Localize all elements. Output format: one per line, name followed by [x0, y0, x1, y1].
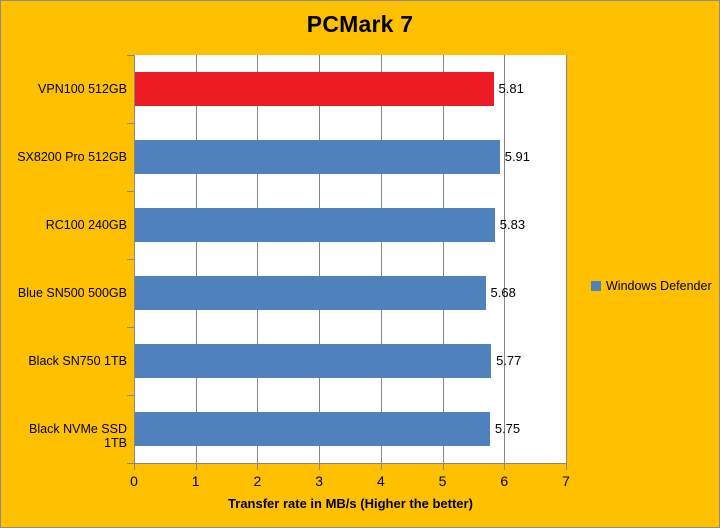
y-axis-tick: [127, 463, 134, 464]
bar: [135, 140, 500, 174]
y-axis-category-label: Blue SN500 500GB: [17, 286, 127, 300]
bar-value-label: 5.68: [490, 285, 516, 300]
gridline: [319, 55, 321, 463]
bar-value-label: 5.91: [504, 149, 531, 164]
x-axis-tick: [319, 464, 321, 470]
x-axis-tick: [195, 464, 197, 470]
x-axis-tick-label: 5: [438, 473, 447, 489]
x-axis-tick-label: 7: [562, 473, 570, 489]
y-axis-tick: [127, 395, 134, 396]
x-axis-tick: [442, 464, 444, 470]
bar-value-label: 5.81: [498, 81, 524, 96]
x-axis-tick: [257, 464, 259, 470]
y-axis-tick: [127, 55, 134, 56]
bar-value-label: 5.83: [499, 217, 526, 232]
x-axis-title: Transfer rate in MB/s (Higher the better…: [228, 496, 473, 511]
gridline: [442, 55, 444, 463]
gridline: [195, 55, 197, 463]
x-axis-tick-label: 3: [315, 473, 324, 489]
y-axis-category-label: Black NVMe SSD 1TB: [29, 422, 127, 450]
gridline: [504, 55, 506, 463]
y-axis-line: [134, 55, 135, 464]
y-axis-category-label: RC100 240GB: [45, 218, 127, 232]
y-axis-category-label: VPN100 512GB: [38, 82, 127, 96]
x-axis-tick-label: 1: [191, 473, 200, 489]
y-axis-category-label: SX8200 Pro 512GB: [17, 150, 127, 164]
x-axis-line: [134, 463, 567, 464]
x-axis-tick-label: 4: [376, 473, 385, 489]
bar: [135, 72, 494, 106]
y-axis-tick: [127, 191, 134, 192]
gridline: [566, 55, 567, 463]
y-axis-category-label: Black SN750 1TB: [28, 354, 127, 368]
plot-area: [134, 55, 567, 463]
bar: [135, 276, 486, 310]
legend-swatch-windows-defender: [591, 281, 601, 291]
legend-label-windows-defender: Windows Defender: [606, 279, 712, 293]
x-axis-tick: [504, 464, 506, 470]
y-axis-tick: [127, 259, 134, 260]
bar-value-label: 5.77: [496, 353, 522, 368]
bar: [135, 208, 495, 242]
bar: [135, 412, 490, 446]
x-axis-tick-label: 0: [130, 473, 138, 489]
bar: [135, 344, 492, 378]
legend: Windows Defender: [591, 279, 712, 293]
gridline: [257, 55, 259, 463]
gridline: [380, 55, 382, 463]
y-axis-tick: [127, 327, 134, 328]
x-axis-tick: [134, 464, 135, 470]
x-axis-tick-label: 6: [500, 473, 509, 489]
x-axis-tick: [380, 464, 382, 470]
bar-value-label: 5.75: [494, 421, 521, 436]
x-axis-tick-label: 2: [253, 473, 262, 489]
x-axis-tick: [566, 464, 567, 470]
chart-title: PCMark 7: [306, 11, 414, 37]
y-axis-tick: [127, 123, 134, 124]
